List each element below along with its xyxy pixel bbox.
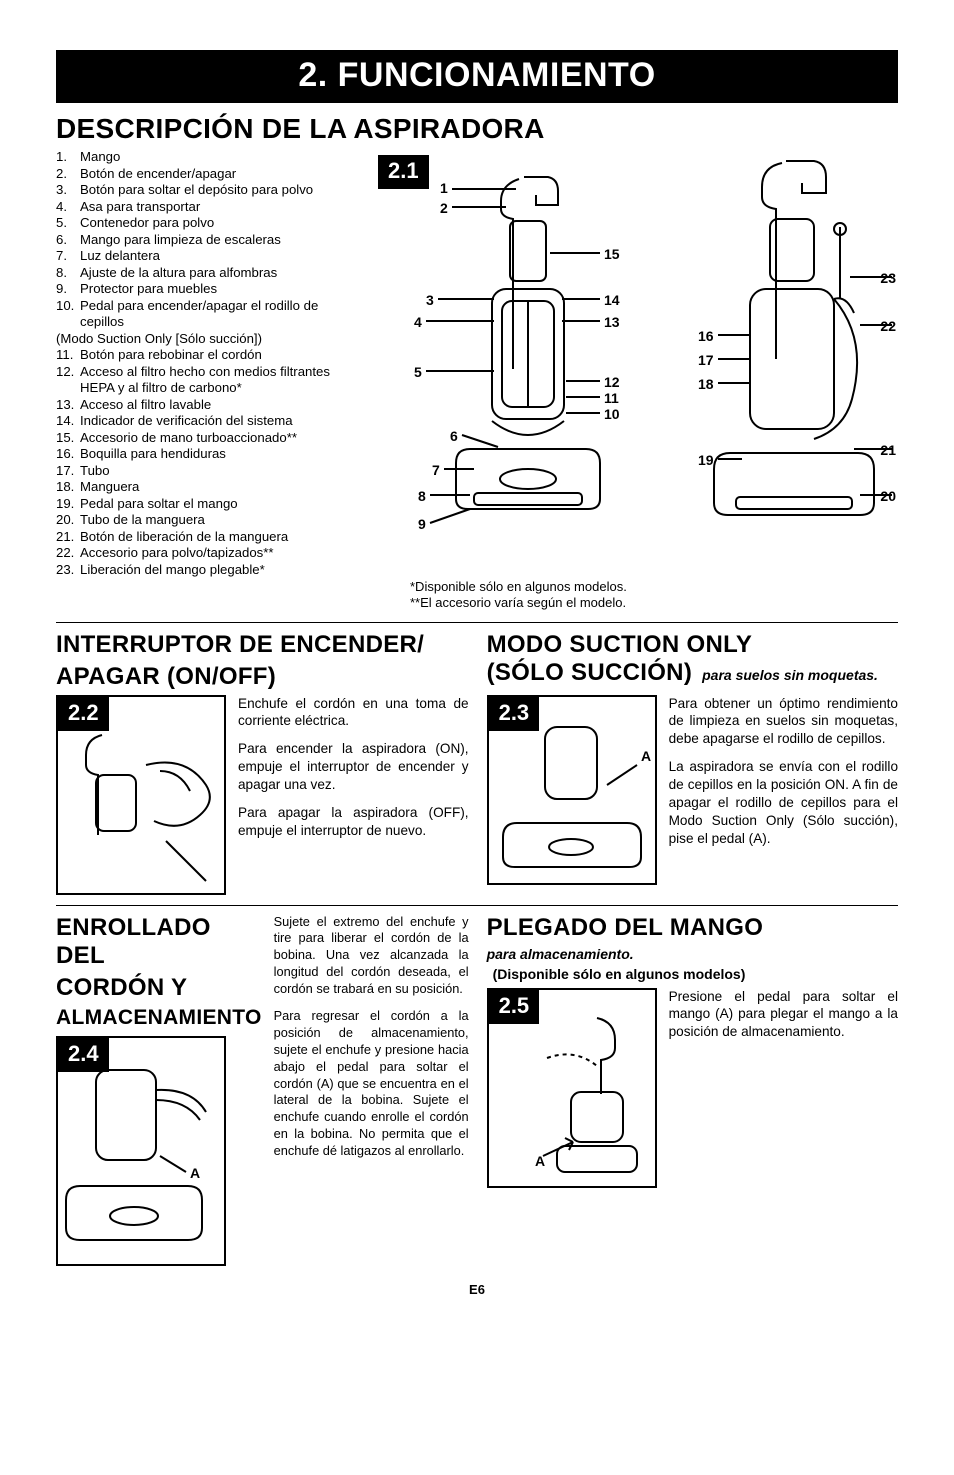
list-item: 11.Botón para rebobinar el cordón [56, 347, 356, 364]
cord-p2: Para regresar el cordón a la posición de… [274, 1008, 469, 1160]
parts-list: 1.Mango 2.Botón de encender/apagar 3.Bot… [56, 149, 356, 331]
svg-text:8: 8 [418, 488, 426, 504]
cord-title-1: ENROLLADO DEL [56, 914, 262, 970]
callout-2-2: 2.2 [58, 697, 109, 731]
svg-text:A: A [641, 748, 651, 764]
suction-title-1: MODO SUCTION ONLY [487, 631, 898, 659]
svg-text:19: 19 [698, 452, 714, 468]
list-item: 4.Asa para transportar [56, 199, 356, 216]
page-number: E6 [56, 1282, 898, 1297]
cord-title-3: ALMACENAMIENTO [56, 1006, 262, 1030]
onoff-p2: Para encender la aspiradora (ON), empuje… [238, 740, 469, 794]
callout-2-1: 2.1 [378, 155, 429, 189]
fold-sub: (Disponible sólo en algunos modelos) [493, 966, 898, 982]
footnote-1: *Disponible sólo en algunos modelos. [410, 579, 904, 595]
list-item: 17.Tubo [56, 463, 356, 480]
suction-title-2: (SÓLO SUCCIÓN) [487, 659, 693, 687]
onoff-p1: Enchufe el cordón en una toma de corrien… [238, 695, 469, 731]
svg-text:10: 10 [604, 406, 620, 422]
callout-2-3: 2.3 [489, 697, 540, 731]
list-item: 20.Tubo de la manguera [56, 512, 356, 529]
list-item: 3.Botón para soltar el depósito para pol… [56, 182, 356, 199]
list-item: 9.Protector para muebles [56, 281, 356, 298]
svg-text:A: A [535, 1153, 545, 1169]
callout-2-4: 2.4 [58, 1038, 109, 1072]
svg-text:21: 21 [880, 442, 896, 458]
onoff-title-1: INTERRUPTOR DE ENCENDER/ [56, 631, 469, 659]
cord-p1: Sujete el extremo del enchufe y tire par… [274, 914, 469, 998]
list-item: 18.Manguera [56, 479, 356, 496]
main-diagram: 1 2 3 4 5 6 7 8 9 10 11 12 13 14 15 16 1… [374, 149, 904, 579]
svg-text:5: 5 [414, 364, 422, 380]
svg-text:20: 20 [880, 488, 896, 504]
callout-2-5: 2.5 [489, 990, 540, 1024]
cord-title-2: CORDÓN Y [56, 974, 262, 1002]
svg-text:15: 15 [604, 246, 620, 262]
list-item: 15.Accesorio de mano turboaccionado** [56, 430, 356, 447]
svg-text:22: 22 [880, 318, 896, 334]
desc-title: DESCRIPCIÓN DE LA ASPIRADORA [56, 113, 898, 145]
fold-title: PLEGADO DEL MANGO [487, 914, 898, 942]
fold-p1: Presione el pedal para soltar el mango (… [669, 988, 898, 1042]
list-item: 6.Mango para limpieza de escaleras [56, 232, 356, 249]
list-item: 2.Botón de encender/apagar [56, 166, 356, 183]
list-item: 1.Mango [56, 149, 356, 166]
list-item: 19.Pedal para soltar el mango [56, 496, 356, 513]
svg-text:7: 7 [432, 462, 440, 478]
onoff-title-2: APAGAR (ON/OFF) [56, 663, 469, 691]
list-item: 21.Botón de liberación de la manguera [56, 529, 356, 546]
list-item: 8.Ajuste de la altura para alfombras [56, 265, 356, 282]
suction-p2: La aspiradora se envía con el rodillo de… [669, 758, 898, 848]
footnote-2: **El accesorio varía según el modelo. [410, 595, 904, 611]
list-item: 16.Boquilla para hendiduras [56, 446, 356, 463]
svg-text:9: 9 [418, 516, 426, 532]
svg-text:16: 16 [698, 328, 714, 344]
list-item: 14.Indicador de verificación del sistema [56, 413, 356, 430]
list-item: 13.Acceso al filtro lavable [56, 397, 356, 414]
list-item: 23.Liberación del mango plegable* [56, 562, 356, 579]
svg-text:23: 23 [880, 270, 896, 286]
suction-tag: para suelos sin moquetas. [702, 667, 878, 683]
parts-list-2: 11.Botón para rebobinar el cordón 12.Acc… [56, 347, 356, 578]
svg-text:3: 3 [426, 292, 434, 308]
section-banner: 2. FUNCIONAMIENTO [56, 50, 898, 103]
list-item: 12.Acceso al filtro hecho con medios fil… [56, 364, 356, 397]
list-item: 22.Accesorio para polvo/tapizados** [56, 545, 356, 562]
svg-text:1: 1 [440, 180, 448, 196]
paren-line: (Modo Suction Only [Sólo succión]) [56, 331, 356, 348]
svg-text:18: 18 [698, 376, 714, 392]
svg-text:2: 2 [440, 200, 448, 216]
list-item: 5.Contenedor para polvo [56, 215, 356, 232]
list-item: 10.Pedal para encender/apagar el rodillo… [56, 298, 356, 331]
fold-tag: para almacenamiento. [487, 946, 898, 962]
svg-text:13: 13 [604, 314, 620, 330]
svg-text:11: 11 [604, 390, 619, 406]
svg-text:4: 4 [414, 314, 422, 330]
svg-text:14: 14 [604, 292, 620, 308]
onoff-p3: Para apagar la aspiradora (OFF), empuje … [238, 804, 469, 840]
svg-text:6: 6 [450, 428, 458, 444]
svg-text:17: 17 [698, 352, 714, 368]
svg-text:12: 12 [604, 374, 620, 390]
suction-p1: Para obtener un óptimo rendimiento de li… [669, 695, 898, 749]
list-item: 7.Luz delantera [56, 248, 356, 265]
svg-text:A: A [190, 1165, 200, 1181]
